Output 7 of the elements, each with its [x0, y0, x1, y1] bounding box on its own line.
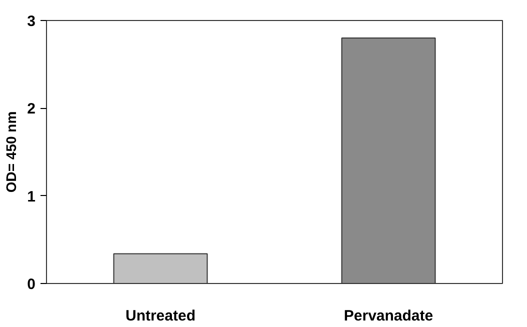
y-tick-label: 1	[27, 188, 36, 206]
x-tick-label: Pervanadate	[344, 308, 434, 324]
y-axis-title: OD= 450 nm	[3, 111, 20, 193]
y-tick-label: 2	[27, 100, 36, 118]
y-tick-label: 3	[27, 13, 36, 30]
x-tick-label: Untreated	[125, 308, 196, 324]
y-tick-label: 0	[27, 276, 36, 293]
